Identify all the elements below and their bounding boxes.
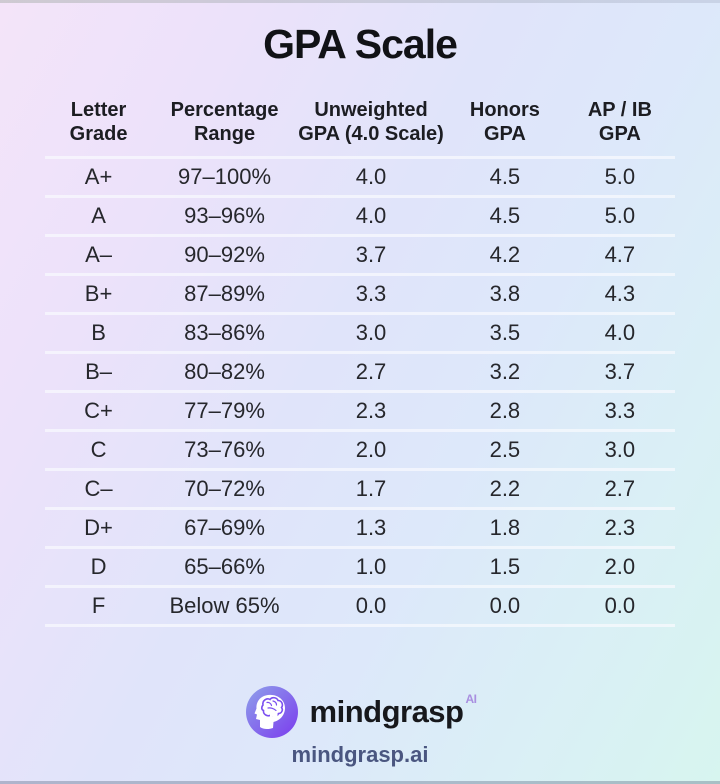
cell-unweighted-gpa: 2.0: [355, 437, 387, 462]
cell-unweighted-gpa: 4.0: [355, 203, 387, 228]
cell-letter-grade: A–: [85, 242, 112, 267]
table-row: B+ 87–89% 3.3 3.8 4.3: [45, 274, 675, 314]
cell-ap-ib-gpa: 2.0: [604, 554, 636, 579]
cell-honors-gpa: 4.5: [489, 203, 521, 228]
cell-percentage-range: 93–96%: [184, 203, 265, 228]
cell-percentage-range: 83–86%: [184, 320, 265, 345]
cell-ap-ib-gpa: 5.0: [604, 203, 636, 228]
cell-percentage-range: 90–92%: [184, 242, 265, 267]
gpa-table-body: A+ 97–100% 4.0 4.5 5.0 A 93–96% 4.0 4.5 …: [45, 157, 675, 626]
cell-letter-grade: A: [91, 203, 106, 228]
cell-unweighted-gpa: 4.0: [355, 164, 387, 189]
column-header-letter-grade: Letter Grade: [69, 99, 128, 145]
cell-percentage-range: 65–66%: [184, 554, 265, 579]
cell-letter-grade: A+: [84, 164, 113, 189]
mindgrasp-head-brain-icon: [245, 686, 298, 738]
cell-honors-gpa: 3.8: [489, 281, 521, 306]
cell-percentage-range: Below 65%: [169, 593, 280, 618]
cell-letter-grade: C+: [84, 398, 113, 423]
cell-unweighted-gpa: 3.7: [355, 242, 387, 267]
cell-honors-gpa: 3.2: [489, 359, 521, 384]
cell-honors-gpa: 0.0: [489, 593, 521, 618]
table-row: A 93–96% 4.0 4.5 5.0: [45, 196, 675, 236]
table-row: D+ 67–69% 1.3 1.8 2.3: [45, 508, 675, 548]
gpa-table-header: Letter Grade Percentage Range Unweighted…: [45, 98, 675, 158]
cell-letter-grade: B–: [85, 359, 112, 384]
cell-ap-ib-gpa: 3.3: [604, 398, 636, 423]
brand-name: mindgrasp AI: [309, 691, 477, 729]
table-row: B 83–86% 3.0 3.5 4.0: [45, 313, 675, 353]
table-row: F Below 65% 0.0 0.0 0.0: [45, 586, 675, 626]
column-header-honors-gpa: Honors GPA: [469, 99, 540, 145]
cell-honors-gpa: 1.8: [489, 515, 521, 540]
cell-ap-ib-gpa: 4.7: [604, 242, 636, 267]
cell-percentage-range: 77–79%: [184, 398, 265, 423]
cell-letter-grade: D+: [84, 515, 113, 540]
gpa-table: Letter Grade Percentage Range Unweighted…: [45, 98, 675, 627]
table-row: C 73–76% 2.0 2.5 3.0: [45, 430, 675, 470]
cell-percentage-range: 97–100%: [178, 164, 272, 189]
table-row: C+ 77–79% 2.3 2.8 3.3: [45, 391, 675, 431]
cell-unweighted-gpa: 2.3: [355, 398, 387, 423]
cell-unweighted-gpa: 2.7: [355, 359, 387, 384]
page-title: GPA Scale: [263, 21, 458, 67]
cell-ap-ib-gpa: 3.0: [604, 437, 636, 462]
cell-honors-gpa: 2.5: [489, 437, 521, 462]
column-header-ap-ib-gpa: AP / IB GPA: [587, 99, 652, 145]
cell-percentage-range: 87–89%: [184, 281, 265, 306]
cell-unweighted-gpa: 0.0: [355, 593, 387, 618]
cell-percentage-range: 67–69%: [184, 515, 265, 540]
column-header-unweighted-gpa: Unweighted GPA (4.0 Scale): [298, 99, 444, 145]
cell-honors-gpa: 2.2: [489, 476, 521, 501]
cell-unweighted-gpa: 1.3: [355, 515, 387, 540]
top-edge-line: [0, 0, 720, 3]
cell-ap-ib-gpa: 0.0: [604, 593, 636, 618]
brand-ai-superscript: AI: [465, 691, 477, 706]
cell-honors-gpa: 2.8: [489, 398, 521, 423]
cell-honors-gpa: 1.5: [489, 554, 521, 579]
cell-unweighted-gpa: 1.0: [355, 554, 387, 579]
table-row: A+ 97–100% 4.0 4.5 5.0: [45, 157, 675, 197]
cell-unweighted-gpa: 1.7: [355, 476, 387, 501]
cell-unweighted-gpa: 3.3: [355, 281, 387, 306]
cell-ap-ib-gpa: 2.7: [604, 476, 636, 501]
table-row: D 65–66% 1.0 1.5 2.0: [45, 547, 675, 587]
table-row: B– 80–82% 2.7 3.2 3.7: [45, 352, 675, 392]
cell-percentage-range: 73–76%: [184, 437, 265, 462]
cell-honors-gpa: 3.5: [489, 320, 521, 345]
cell-percentage-range: 70–72%: [184, 476, 265, 501]
cell-letter-grade: D: [90, 554, 107, 579]
cell-letter-grade: C–: [84, 476, 113, 501]
cell-letter-grade: B+: [84, 281, 113, 306]
cell-letter-grade: B: [91, 320, 106, 345]
cell-ap-ib-gpa: 4.3: [604, 281, 636, 306]
bottom-edge-line: [0, 781, 720, 784]
cell-ap-ib-gpa: 5.0: [604, 164, 636, 189]
cell-letter-grade: C: [90, 437, 107, 462]
cell-percentage-range: 80–82%: [184, 359, 265, 384]
table-row: A– 90–92% 3.7 4.2 4.7: [45, 235, 675, 275]
cell-ap-ib-gpa: 2.3: [604, 515, 636, 540]
cell-honors-gpa: 4.2: [489, 242, 521, 267]
table-row: C– 70–72% 1.7 2.2 2.7: [45, 469, 675, 509]
cell-honors-gpa: 4.5: [489, 164, 521, 189]
cell-ap-ib-gpa: 3.7: [604, 359, 636, 384]
column-header-percentage-range: Percentage Range: [170, 99, 279, 145]
cell-ap-ib-gpa: 4.0: [604, 320, 636, 345]
website-url: mindgrasp.ai: [291, 742, 429, 767]
cell-unweighted-gpa: 3.0: [355, 320, 387, 345]
footer-branding: mindgrasp AI mindgrasp.ai: [0, 686, 720, 768]
cell-letter-grade: F: [91, 593, 106, 618]
